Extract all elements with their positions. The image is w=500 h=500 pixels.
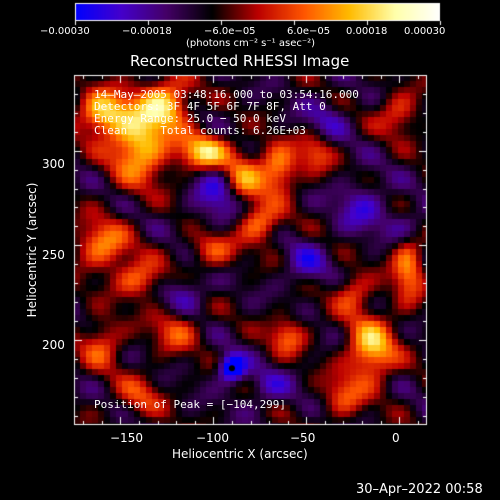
rhessi-image-canvas bbox=[0, 0, 500, 500]
